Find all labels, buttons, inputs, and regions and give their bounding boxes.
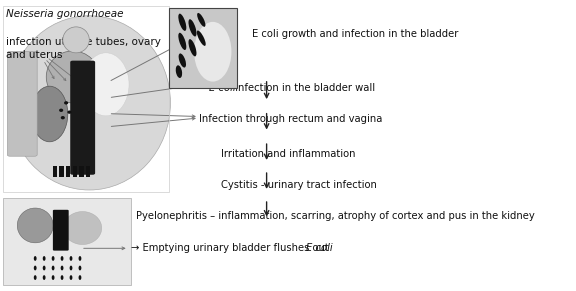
Text: → Emptying urinary bladder flushes out: → Emptying urinary bladder flushes out [131,243,332,253]
FancyBboxPatch shape [86,166,90,177]
FancyBboxPatch shape [7,52,37,156]
FancyBboxPatch shape [53,210,69,251]
FancyBboxPatch shape [169,8,237,88]
Text: •: • [202,83,210,93]
Ellipse shape [78,256,81,261]
Ellipse shape [34,256,37,261]
Ellipse shape [60,256,63,261]
Text: Pyelonephritis – inflammation, scarring, atrophy of cortex and pus in the kidney: Pyelonephritis – inflammation, scarring,… [136,212,535,221]
Ellipse shape [60,266,63,270]
Ellipse shape [60,116,65,119]
FancyBboxPatch shape [79,166,84,177]
Ellipse shape [17,208,53,243]
Ellipse shape [194,22,232,81]
Text: infection uterine tubes, ovary
and uterus: infection uterine tubes, ovary and uteru… [6,37,161,60]
Ellipse shape [176,65,182,78]
Ellipse shape [43,275,46,280]
FancyBboxPatch shape [66,166,70,177]
Ellipse shape [52,266,55,270]
Ellipse shape [78,275,81,280]
Text: Cystitis - urinary tract infection: Cystitis - urinary tract infection [221,180,377,190]
Text: Infection through rectum and vagina: Infection through rectum and vagina [199,114,382,125]
Text: Neisseria gonorrhoeae: Neisseria gonorrhoeae [6,9,123,19]
Text: E coli: E coli [209,83,236,93]
Ellipse shape [52,275,55,280]
Ellipse shape [70,275,73,280]
Ellipse shape [31,86,68,142]
Ellipse shape [179,54,186,68]
Ellipse shape [197,31,206,46]
Ellipse shape [60,275,63,280]
Ellipse shape [59,109,63,112]
Text: E coli growth and infection in the bladder: E coli growth and infection in the bladd… [252,29,458,39]
Ellipse shape [197,13,206,27]
Ellipse shape [188,19,196,36]
Ellipse shape [188,39,196,56]
Text: E coli: E coli [306,243,333,253]
Ellipse shape [43,256,46,261]
FancyBboxPatch shape [70,61,95,175]
Ellipse shape [70,256,73,261]
Ellipse shape [83,53,129,116]
FancyBboxPatch shape [73,166,77,177]
Ellipse shape [34,275,37,280]
Ellipse shape [63,212,102,244]
Text: infection in the bladder wall: infection in the bladder wall [233,83,376,93]
Ellipse shape [67,111,71,114]
Ellipse shape [8,16,170,190]
Ellipse shape [52,256,55,261]
Text: Irritation and inflammation: Irritation and inflammation [221,149,356,159]
Ellipse shape [46,51,99,103]
Ellipse shape [64,101,68,104]
Ellipse shape [43,266,46,270]
Ellipse shape [78,266,81,270]
Ellipse shape [34,266,37,270]
FancyBboxPatch shape [3,198,131,285]
Ellipse shape [70,266,73,270]
Ellipse shape [179,14,186,31]
FancyBboxPatch shape [53,166,57,177]
FancyBboxPatch shape [59,166,63,177]
Ellipse shape [179,33,186,50]
Ellipse shape [63,27,89,53]
